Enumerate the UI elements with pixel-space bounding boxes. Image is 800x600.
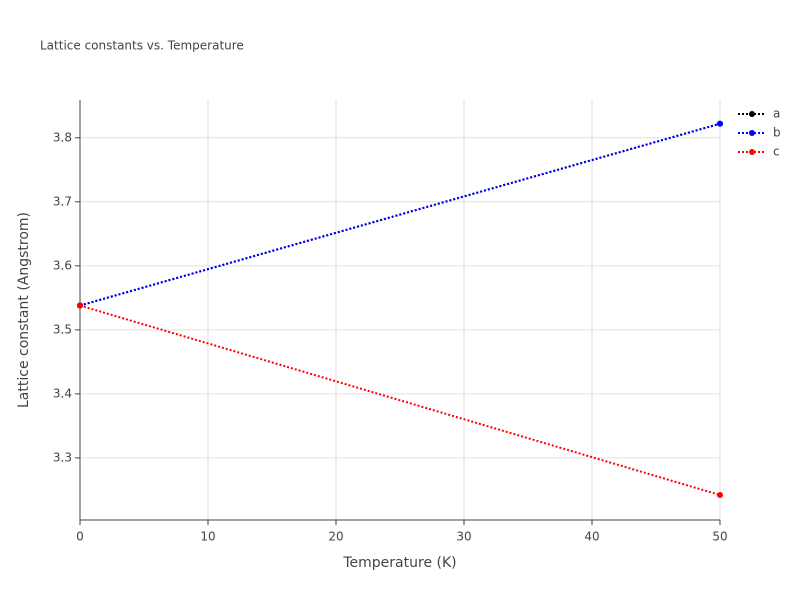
legend-marker [749,130,755,136]
y-tick-label: 3.7 [53,194,72,208]
y-axis-title: Lattice constant (Angstrom) [16,212,32,408]
x-axis-title: Temperature (K) [342,555,456,571]
series-marker [717,120,723,127]
legend-marker [749,111,755,117]
y-tick-label: 3.6 [53,258,72,272]
x-tick-label: 10 [200,530,215,544]
legend-label: b [773,126,781,140]
legend-label: a [773,107,780,121]
x-tick-label: 40 [584,530,599,544]
y-tick-label: 3.4 [53,386,72,400]
series-line [79,304,721,496]
series-line [79,122,721,307]
chart-title: Lattice constants vs. Temperature [40,39,244,53]
x-tick-label: 0 [76,530,84,544]
series-marker [77,302,83,309]
x-tick-label: 30 [456,530,471,544]
legend-label: c [773,145,780,159]
x-tick-label: 50 [712,530,727,544]
legend-marker [749,149,755,155]
x-tick-label: 20 [328,530,343,544]
y-tick-label: 3.8 [53,130,72,144]
series-marker [717,492,723,499]
y-tick-label: 3.5 [53,322,72,336]
y-tick-label: 3.3 [53,450,72,464]
